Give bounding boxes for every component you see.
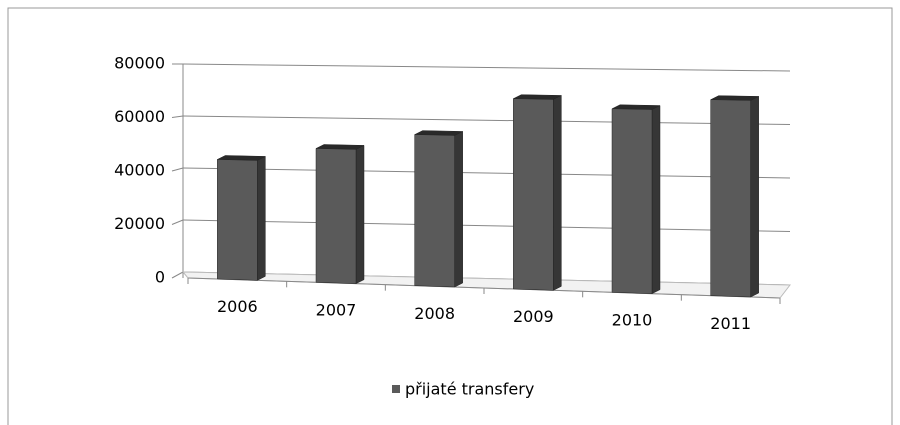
x-tick-label: 2008 <box>414 304 455 323</box>
grid-line <box>182 115 791 125</box>
x-tick-label: 2011 <box>710 314 751 333</box>
x-tick-label: 2009 <box>513 307 554 326</box>
y-tick-label: 0 <box>155 268 165 287</box>
grid-line <box>182 63 791 72</box>
bar-side <box>553 95 562 291</box>
legend-swatch <box>392 385 400 393</box>
bar-side <box>750 96 759 298</box>
x-tick-label: 2006 <box>217 297 258 316</box>
bar <box>414 134 455 288</box>
bar <box>217 159 258 281</box>
y-tick-label: 80000 <box>114 54 165 73</box>
x-tick-label: 2010 <box>612 311 653 330</box>
bar <box>315 148 357 284</box>
grid-line <box>182 167 791 179</box>
bar-side <box>651 105 661 295</box>
y-tick-label: 40000 <box>114 161 165 180</box>
y-tick <box>171 167 184 172</box>
y-tick-label: 60000 <box>114 107 165 126</box>
bar <box>710 99 751 298</box>
grid-line <box>182 219 791 232</box>
y-tick <box>171 271 184 279</box>
x-tick-label: 2007 <box>316 301 357 320</box>
bar <box>513 98 554 291</box>
legend-label: přijaté transfery <box>405 380 534 399</box>
bar-side <box>454 131 463 288</box>
y-tick <box>171 115 184 118</box>
bar-side <box>257 156 266 281</box>
bar-side <box>355 144 365 285</box>
y-tick-label: 20000 <box>114 214 165 233</box>
bar <box>611 108 653 294</box>
y-tick <box>171 219 184 225</box>
